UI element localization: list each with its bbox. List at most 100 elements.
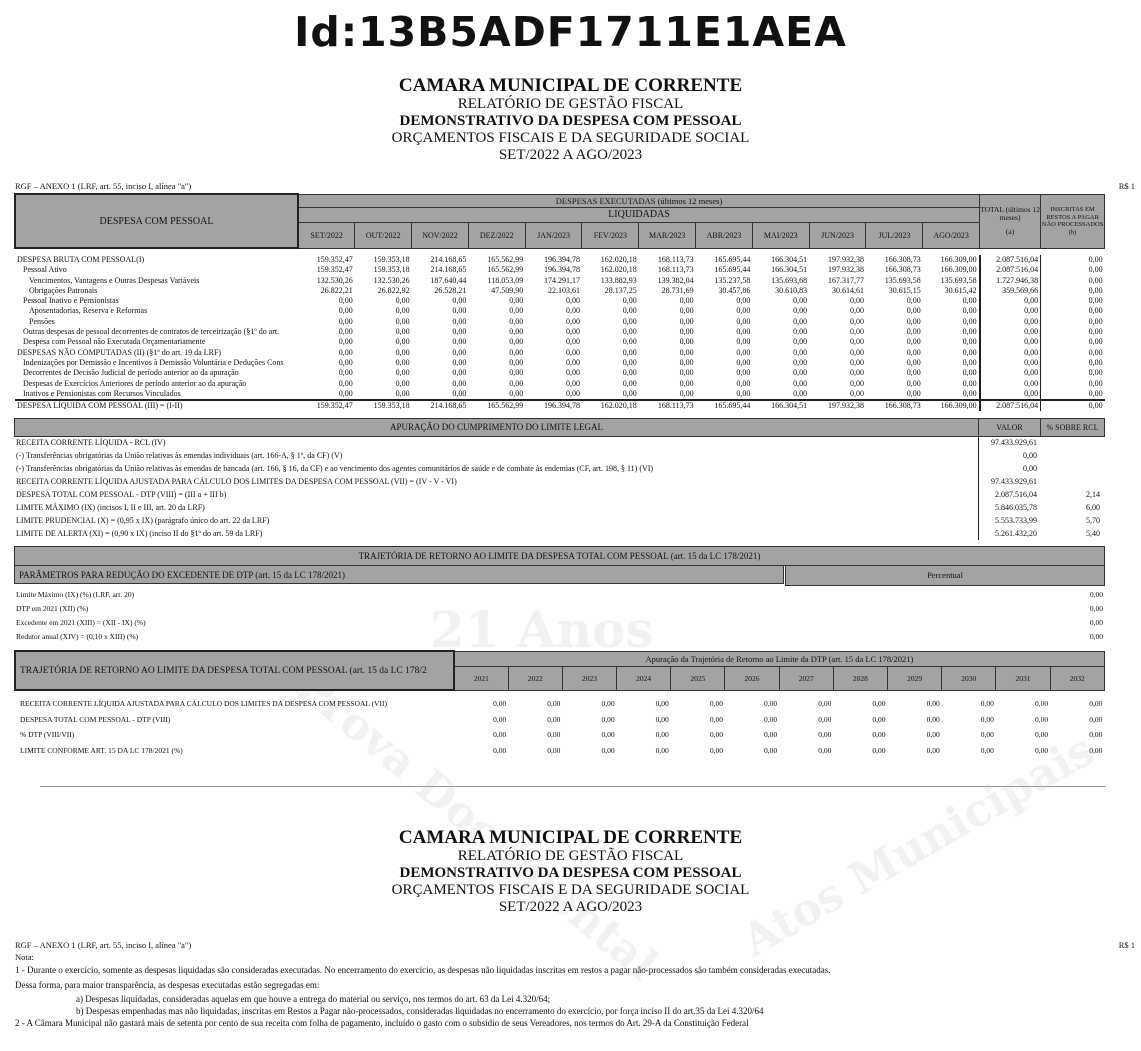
- cell-value: 0,00: [1040, 357, 1105, 369]
- cell-value: 0,00: [1040, 399, 1105, 412]
- month-header: FEV/2023: [581, 221, 640, 249]
- month-header: NOV/2022: [411, 221, 469, 249]
- cell-value: 0,00: [395, 347, 410, 357]
- cell-value: 0,00: [452, 316, 467, 326]
- row-label: Inativos e Pensionistas com Recursos Vin…: [23, 388, 181, 398]
- cell-value: 0,00: [622, 378, 637, 388]
- cell-value: 0,00: [736, 327, 751, 337]
- cell-value: 0,00: [338, 316, 353, 326]
- cell-value: 0,00: [679, 378, 694, 388]
- limit-row-label: LIMITE MÁXIMO (IX) (incisos I, II e III,…: [16, 503, 205, 512]
- note-line: 1 - Durante o exercício, somente as desp…: [15, 965, 831, 975]
- statement-name: DEMONSTRATIVO DA DESPESA COM PESSOAL: [399, 113, 742, 129]
- cell-value: 165.695,44: [714, 255, 751, 264]
- cell-value: 132.530,26: [316, 275, 353, 285]
- period-label: SET/2022 A AGO/2023: [498, 147, 643, 163]
- param-row-value: 0,00: [1089, 632, 1103, 641]
- cell-value: 0,00: [679, 306, 694, 316]
- params-header: PARÂMETROS PARA REDUÇÃO DO EXCEDENTE DE …: [14, 565, 784, 584]
- entity-name: CAMARA MUNICIPAL DE CORRENTE: [398, 75, 743, 96]
- cell-value: 133.882,93: [600, 275, 637, 285]
- cell-value: 196.394,78: [543, 255, 580, 264]
- report-header: CAMARA MUNICIPAL DE CORRENTE RELATÓRIO D…: [0, 76, 1141, 164]
- cell-value: 0,00: [736, 388, 751, 398]
- cell-value: 0,00: [849, 337, 864, 347]
- cell-value: 47.509,90: [491, 285, 524, 295]
- cell-value: 0,00: [872, 699, 886, 708]
- year-header: 2027: [778, 665, 834, 691]
- cell-value: 26.822,92: [377, 285, 410, 295]
- param-row-label: Redutor anual (XIV) = (0,10 x XIII) (%): [16, 632, 139, 641]
- row-label: Despesas de Exercícios Anteriores de per…: [23, 378, 247, 388]
- total-header-label: TOTAL (últimos 12 meses): [980, 205, 1040, 222]
- cell-value: 0,00: [338, 347, 353, 357]
- cell-value: 30.615,15: [888, 285, 921, 295]
- cell-value: 0,00: [1034, 714, 1049, 724]
- cell-value: 166.308,73: [865, 399, 923, 412]
- cell-value: 0,00: [395, 337, 410, 347]
- cell-value: 0,00: [679, 357, 694, 367]
- cell-value: 0,00: [395, 378, 410, 388]
- param-row-value: 0,00: [1089, 604, 1103, 613]
- cell-value: 0,00: [622, 316, 637, 326]
- note-line: b) Despesas empenhadas mas não liquidada…: [76, 1006, 764, 1016]
- cell-value: 166.304,51: [771, 255, 808, 264]
- cell-value: 0,00: [452, 388, 467, 398]
- cell-value: 0,00: [962, 368, 977, 378]
- annex-label: RGF – ANEXO 1 (LRF, art. 55, inciso I, a…: [15, 181, 192, 191]
- cell-value: 0,00: [962, 347, 977, 357]
- month-header: JUN/2023: [808, 221, 867, 249]
- cell-value: 22.103,61: [547, 285, 580, 295]
- cell-value: 0,00: [655, 745, 669, 755]
- cell-value: 0,00: [1040, 378, 1105, 389]
- cell-value: 165.562,99: [487, 265, 524, 275]
- table-row: Vencimentos, Vantagens e Outras Despesas…: [15, 275, 1105, 286]
- cell-value: 159.353,18: [373, 255, 410, 264]
- cell-value: 0,00: [655, 730, 669, 739]
- cell-value: 28.731,69: [661, 285, 694, 295]
- year-header: 2026: [724, 665, 780, 691]
- cell-value: 28.137,25: [604, 285, 637, 295]
- row-label: DESPESA LÍQUIDA COM PESSOAL (III) = (I-I…: [15, 399, 298, 412]
- cell-value: 135.693,58: [940, 275, 977, 285]
- cell-value: 135.693,68: [771, 275, 808, 285]
- cell-value: 0,00: [962, 388, 977, 398]
- cell-value: 0,00: [793, 357, 808, 367]
- cell-value: 0,00: [601, 714, 615, 724]
- cell-value: 159.352,47: [316, 255, 353, 264]
- cell-value: 0,00: [679, 316, 694, 326]
- cell-value: 0,00: [926, 714, 940, 724]
- limit-row-label: LIMITE DE ALERTA (XI) = (0,90 x IX) (inc…: [16, 529, 263, 538]
- cell-value: 0,00: [764, 745, 778, 755]
- cell-value: 0,00: [906, 357, 921, 367]
- cell-value: 359.569,66: [978, 285, 1041, 297]
- cell-value: 0,00: [622, 347, 637, 357]
- cell-value: 0,00: [1089, 745, 1103, 755]
- sub-header: LIQUIDADAS: [297, 206, 981, 223]
- cell-value: 0,00: [736, 337, 751, 347]
- cell-value: 26.528,21: [434, 285, 467, 295]
- cell-value: 30.614,61: [831, 285, 864, 295]
- cell-value: 0,00: [547, 714, 561, 724]
- cell-value: 0,00: [962, 337, 977, 347]
- cell-value: 0,00: [818, 745, 832, 755]
- cell-value: 0,00: [565, 357, 580, 367]
- page-divider: [40, 786, 1106, 787]
- rp-header-label: INSCRITAS EM RESTOS A PAGAR NÃO PROCESSA…: [1041, 206, 1104, 228]
- cell-value: 0,00: [1040, 337, 1105, 348]
- cell-value: 0,00: [764, 699, 778, 708]
- notes-title: Nota:: [15, 952, 34, 962]
- cell-value: 0,00: [565, 368, 580, 378]
- group-header: DESPESAS EXECUTADAS (últimos 12 meses): [297, 193, 981, 208]
- trajectory-title: TRAJETÓRIA DE RETORNO AO LIMITE DA DESPE…: [14, 546, 1105, 566]
- cell-value: 0,00: [395, 388, 410, 398]
- cell-value: 0,00: [1040, 306, 1105, 317]
- cell-value: 139.382,04: [657, 275, 694, 285]
- table-row: LIMITE CONFORME ART. 15 DA LC 178/2021 (…: [15, 743, 1104, 759]
- param-row-label: Limite Máximo (IX) (%) (LRF, art. 20): [16, 590, 135, 599]
- cell-value: 0,00: [565, 378, 580, 388]
- cell-value: 0,00: [395, 368, 410, 378]
- cell-value: 0,00: [565, 316, 580, 326]
- cell-value: 0,00: [980, 699, 994, 708]
- table-row: DESPESA BRUTA COM PESSOAL(I) 159.352,47 15…: [15, 255, 1105, 266]
